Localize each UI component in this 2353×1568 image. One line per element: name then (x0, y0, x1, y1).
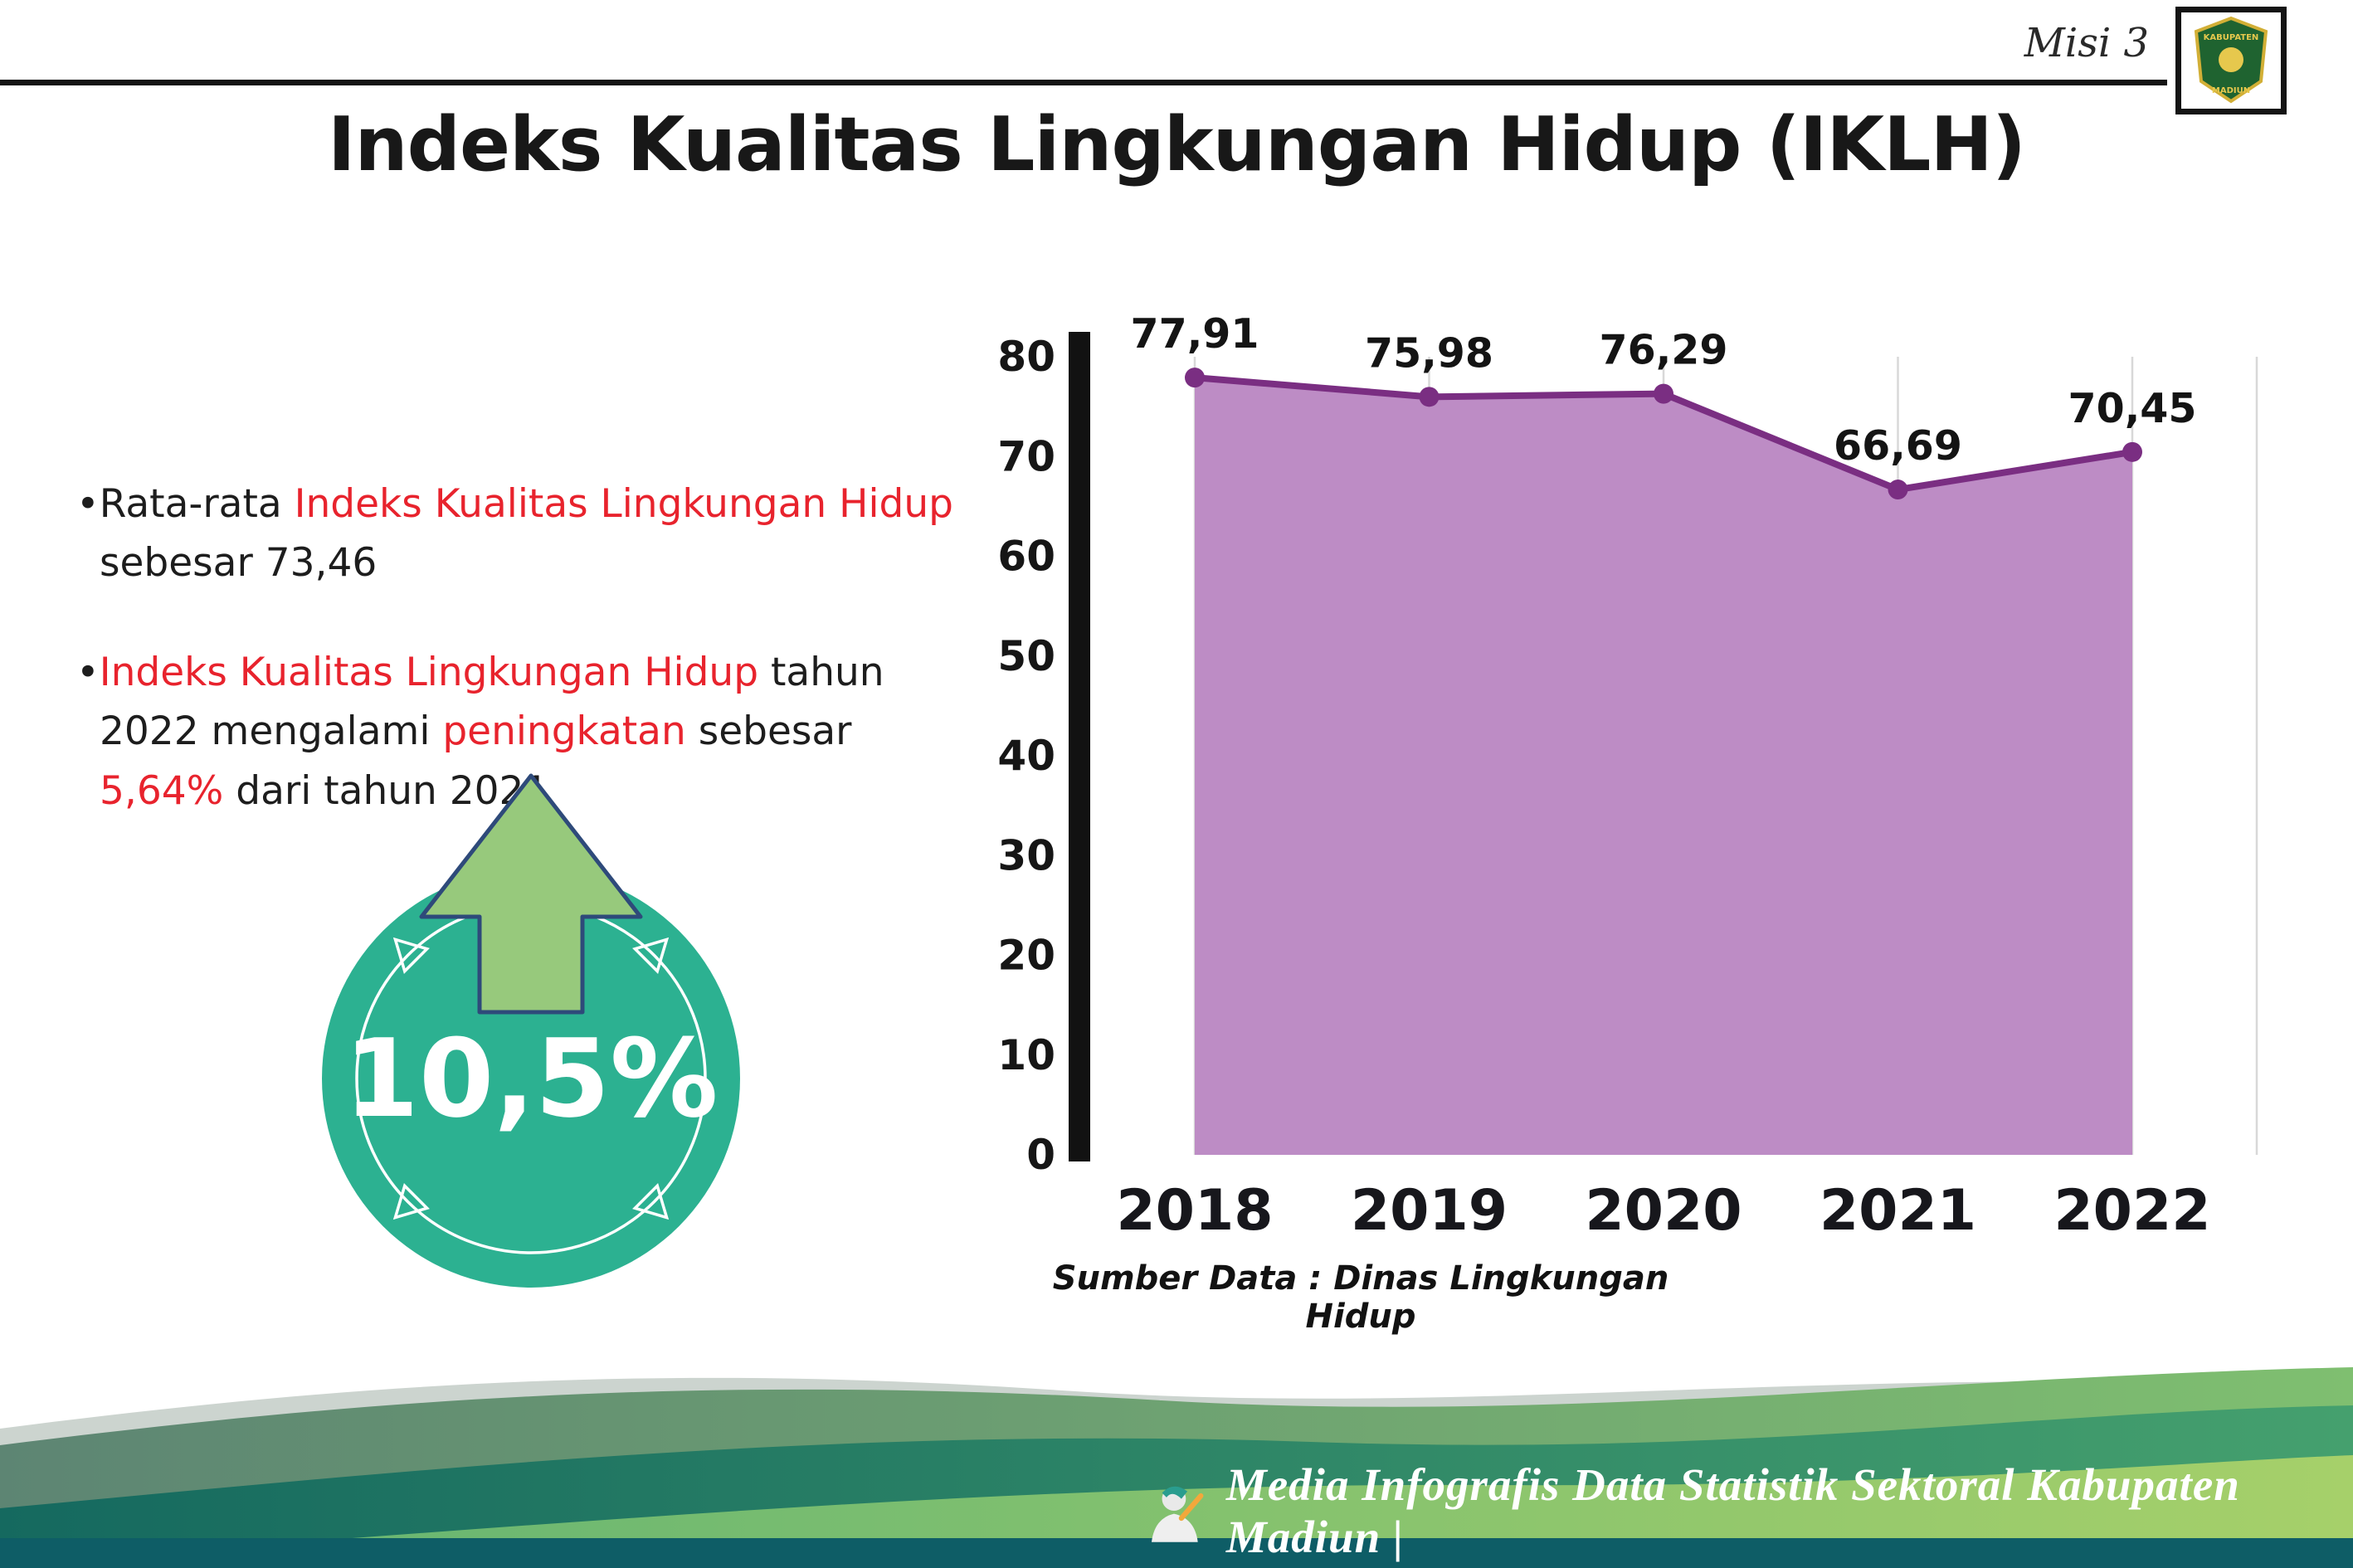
crest-center (2219, 47, 2243, 72)
page-title: Indeks Kualitas Lingkungan Hidup (IKLH) (328, 101, 2026, 188)
x-tick-label: 2021 (1820, 1178, 1976, 1244)
crest-text-bottom: MADIUN (2212, 86, 2250, 95)
data-point (1185, 368, 1205, 388)
footer-waves (0, 1367, 2353, 1568)
y-tick-label: 0 (1026, 1131, 1055, 1179)
footer-bottom-strip (0, 1538, 2353, 1568)
header-rule (0, 80, 2167, 85)
y-tick-label: 60 (997, 533, 1055, 581)
chart-source-note: Sumber Data : Dinas Lingkungan Hidup (1052, 1259, 1669, 1336)
y-axis-bar (1069, 332, 1090, 1161)
highlight-red-iklh-2: Indeks Kualitas Lingkungan Hidup (99, 649, 759, 695)
increase-badge: 10,5% (322, 773, 740, 1288)
bullet2-post: dari tahun 2021 (223, 767, 549, 814)
data-label: 76,29 (1600, 327, 1728, 374)
y-tick-label: 10 (997, 1031, 1055, 1079)
x-tick-label: 2020 (1585, 1178, 1742, 1244)
data-label: 77,91 (1131, 310, 1259, 358)
y-tick-label: 50 (997, 632, 1055, 680)
up-arrow-icon (419, 773, 643, 1015)
highlight-red-percent: 5,64% (100, 767, 224, 814)
badge-circle (322, 869, 740, 1288)
badge-value: 10,5% (343, 1015, 718, 1142)
bullet1-pre: Rata-rata (99, 481, 295, 527)
bullet-item-increase: •Indeks Kualitas Lingkungan Hidup tahun … (76, 643, 956, 821)
area-fill (1195, 377, 2132, 1155)
x-tick-label: 2019 (1351, 1178, 1508, 1244)
badge-ring-triangles (392, 937, 670, 1220)
y-tick-label: 40 (997, 732, 1055, 780)
bullet-marker: • (76, 649, 100, 695)
footer-credit-bar: Media Infografis Data Statistik Sektoral… (1137, 1458, 2353, 1563)
mascot-icon (1151, 1486, 1204, 1542)
bullet-marker: • (76, 481, 100, 527)
iklh-area-chart: 0 10 20 30 40 50 60 70 80 77,91 75,98 76,29 66,69 70,… (997, 310, 2258, 1244)
data-point (1888, 480, 1908, 500)
y-tick-label: 30 (997, 831, 1055, 879)
y-tick-label: 80 (997, 333, 1055, 381)
crest-text-top: KABUPATEN (2204, 33, 2259, 42)
logo-frame: KABUPATEN MADIUN (2175, 7, 2287, 114)
x-tick-label: 2018 (1116, 1178, 1273, 1244)
misi-label: Misi 3 (2024, 20, 2149, 66)
highlight-red-peningkatan: peningkatan (442, 709, 686, 755)
bullet-list: •Rata-rata Indeks Kualitas Lingkungan Hi… (76, 475, 956, 870)
data-point (1419, 387, 1440, 407)
data-label: 66,69 (1834, 422, 1962, 470)
bullet1-post: sebesar 73,46 (100, 540, 378, 587)
kabupaten-madiun-crest-icon: KABUPATEN MADIUN (2194, 16, 2268, 104)
data-label: 75,98 (1365, 329, 1493, 377)
y-tick-label: 20 (997, 932, 1055, 980)
footer-credit-text: Media Infografis Data Statistik Sektoral… (1225, 1459, 2240, 1562)
data-point (1654, 383, 1673, 404)
bullet2-mid1: tahun 2022 mengalami (100, 649, 884, 755)
bullet2-mid2: sebesar (685, 709, 852, 755)
data-point (2122, 441, 2142, 462)
bullet-item-average: •Rata-rata Indeks Kualitas Lingkungan Hi… (76, 475, 956, 593)
x-tick-label: 2022 (2053, 1178, 2210, 1244)
highlight-red-iklh: Indeks Kualitas Lingkungan Hidup (294, 481, 953, 527)
y-tick-label: 70 (997, 432, 1055, 480)
data-label: 70,45 (2068, 385, 2197, 432)
